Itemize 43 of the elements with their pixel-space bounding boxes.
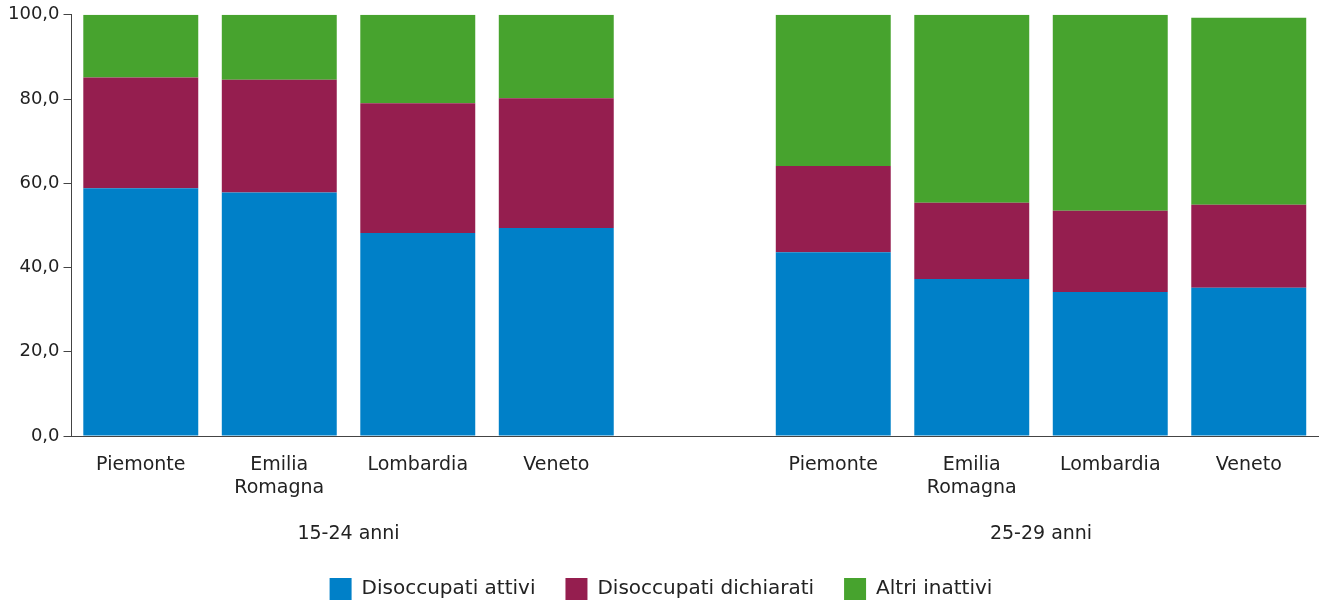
bar [1052,14,1168,211]
text: 15-24 anni [297,520,400,543]
bar [221,192,337,436]
bar [1191,287,1307,436]
legend-label: Altri inattivi [876,575,993,600]
x-tick-label: Lombardia [367,452,469,475]
x-tick-label: Emilia Romagna [926,452,1017,498]
bar [360,232,476,436]
x-tick-label: Emilia Romagna [234,452,325,498]
text: 25-29 anni [989,520,1093,543]
bar [1052,210,1168,292]
x-tick-label: Veneto [523,452,590,475]
bar [83,188,199,436]
bar [83,77,199,189]
bar [775,252,891,436]
legend-label: Disoccupati dichiarati [597,575,815,600]
bar [914,278,1030,436]
x-tick-label: Piemonte [96,452,186,475]
y-tick-label: 0,0 [30,423,60,445]
bar [221,79,337,193]
bar [221,14,337,80]
bar [360,103,476,233]
y-tick-label: 100,0 [8,2,60,24]
bar [1191,204,1307,288]
bar [83,14,199,78]
bar [498,227,614,436]
bar [775,166,891,253]
bar [498,14,614,99]
y-tick-label: 60,0 [19,170,60,192]
x-tick-label: Lombardia [1059,452,1161,475]
legend-label: Disoccupati attivi [361,575,536,600]
bar [914,14,1030,203]
x-tick-label: Veneto [1215,452,1282,475]
bar [914,202,1030,279]
y-tick-label: 80,0 [19,86,60,108]
bar [498,98,614,228]
y-tick-label: 40,0 [19,255,60,277]
bar [1191,17,1307,205]
bar [1052,291,1168,436]
y-tick-label: 20,0 [19,339,60,361]
bar [360,14,476,104]
x-tick-label: Piemonte [788,452,878,475]
bar [775,14,891,167]
